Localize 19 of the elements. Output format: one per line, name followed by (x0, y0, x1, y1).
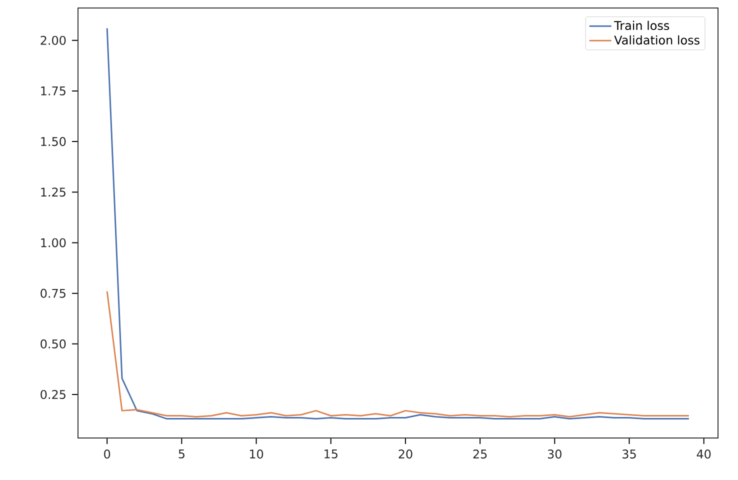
x-tick-label: 35 (622, 450, 636, 459)
legend-label: Train loss (614, 20, 670, 30)
y-tick-label: 0.50 (40, 339, 66, 348)
legend-label: Validation loss (614, 35, 700, 45)
x-tick-label: 30 (548, 450, 562, 459)
x-tick-label: 40 (696, 450, 711, 459)
y-tick-label: 0.25 (40, 390, 66, 400)
y-tick-label: 1.75 (41, 86, 66, 96)
x-tick-label: 25 (473, 450, 487, 459)
x-tick-label: 5 (178, 450, 184, 458)
y-tick-label: 1.25 (41, 188, 66, 197)
x-tick-label: 10 (250, 450, 264, 459)
x-tick-label: 0 (104, 450, 110, 459)
y-tick-label: 1.00 (41, 238, 66, 248)
x-tick-label: 15 (324, 450, 338, 458)
y-tick-label: 2.00 (40, 36, 66, 45)
y-tick-label: 0.75 (40, 288, 66, 298)
y-tick-label: 1.50 (41, 137, 66, 146)
x-tick-label: 20 (398, 450, 412, 459)
